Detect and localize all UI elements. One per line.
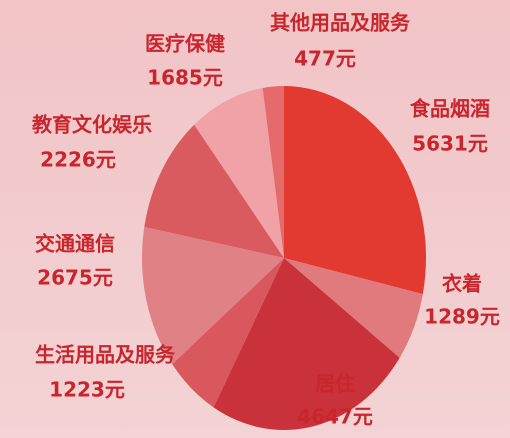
pie-slice	[144, 124, 284, 258]
pie-slice	[172, 258, 284, 408]
pie-slice	[194, 87, 284, 258]
value-label: 2226元	[40, 148, 116, 172]
pie-slice	[284, 258, 423, 358]
slice-label: 食品烟酒	[410, 97, 490, 121]
pie-slice	[213, 258, 400, 430]
slice-label: 医疗保健	[145, 32, 225, 56]
value-label: 1223元	[49, 378, 125, 402]
slice-label: 生活用品及服务	[35, 343, 176, 367]
value-label: 477元	[294, 47, 356, 71]
slice-label: 衣着	[442, 272, 482, 296]
slice-label: 交通通信	[35, 232, 115, 256]
pie-slice	[284, 86, 426, 295]
value-label: 1289元	[424, 305, 500, 329]
pie-slice	[262, 86, 284, 258]
value-label: 1685元	[147, 66, 223, 90]
value-label: 4647元	[297, 405, 373, 429]
slice-label: 教育文化娱乐	[32, 113, 152, 137]
value-label: 5631元	[412, 132, 488, 156]
value-label: 2675元	[37, 266, 113, 290]
pie-slice	[141, 226, 284, 365]
slice-label: 居住	[315, 372, 355, 396]
slice-label: 其他用品及服务	[270, 11, 411, 35]
